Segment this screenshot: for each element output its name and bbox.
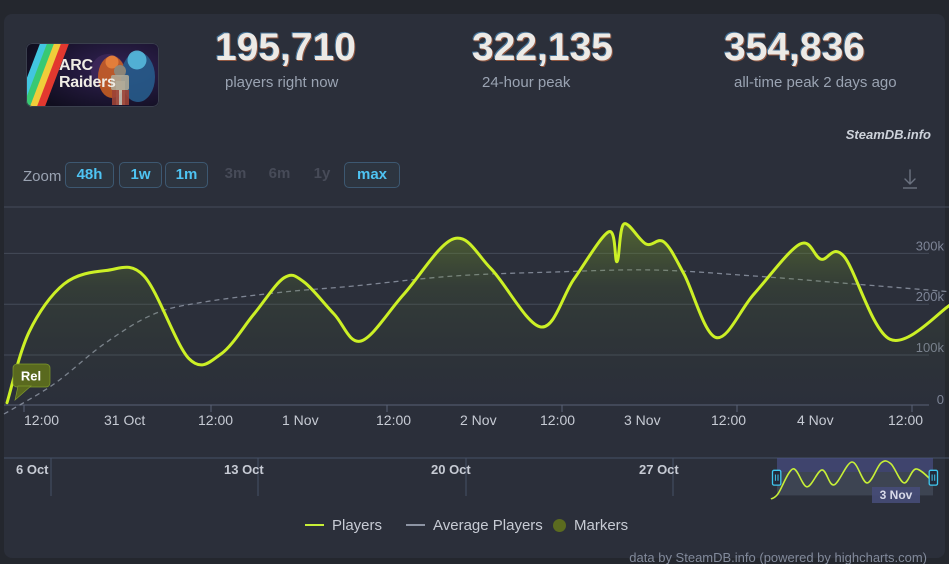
svg-text:3 Nov: 3 Nov [624,412,661,428]
svg-text:1 Nov: 1 Nov [282,412,319,428]
svg-text:27 Oct: 27 Oct [639,462,679,477]
svg-text:12:00: 12:00 [540,412,575,428]
svg-text:12:00: 12:00 [888,412,923,428]
svg-text:3 Nov: 3 Nov [880,488,913,502]
svg-text:Rel: Rel [21,369,41,384]
svg-text:4 Nov: 4 Nov [797,412,834,428]
svg-text:12:00: 12:00 [24,412,59,428]
svg-text:300k: 300k [916,238,945,253]
svg-text:20 Oct: 20 Oct [431,462,471,477]
svg-text:12:00: 12:00 [376,412,411,428]
svg-text:12:00: 12:00 [711,412,746,428]
svg-text:200k: 200k [916,289,945,304]
svg-text:31 Oct: 31 Oct [104,412,145,428]
svg-text:ARC: ARC [59,57,94,74]
svg-text:13 Oct: 13 Oct [224,462,264,477]
svg-text:6 Oct: 6 Oct [16,462,49,477]
svg-text:2 Nov: 2 Nov [460,412,497,428]
svg-text:12:00: 12:00 [198,412,233,428]
svg-text:Raiders: Raiders [59,74,116,91]
